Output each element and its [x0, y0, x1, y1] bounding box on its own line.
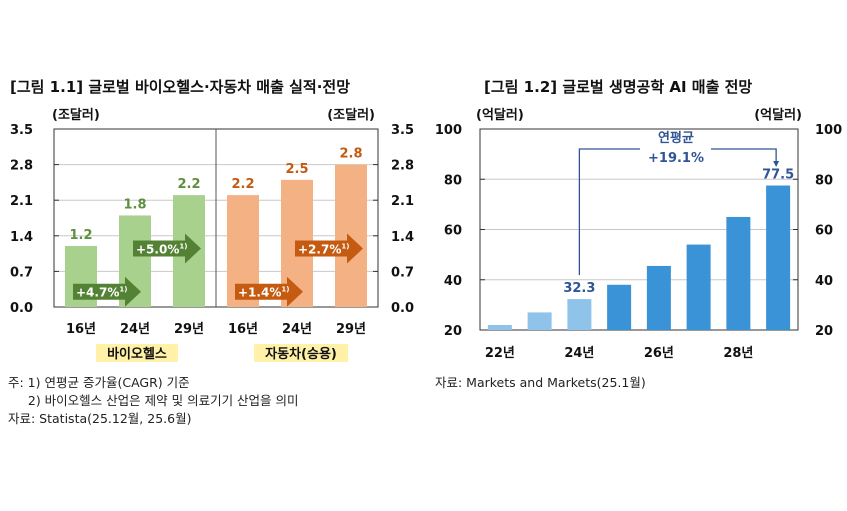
cagr-label: +2.7%1): [298, 243, 349, 257]
cagr-arrow: [295, 233, 363, 264]
data-label: 1.8: [123, 197, 146, 212]
plot-frame: [479, 128, 799, 331]
group-label-bg-bio: [96, 344, 178, 362]
y-tick-label-right: 2.8: [391, 159, 414, 174]
chart-1-unit-left: (조달러): [52, 107, 100, 123]
y-tick-label-left: 0.0: [10, 301, 33, 316]
bar: [607, 284, 632, 330]
y-tick-label-right: 1.4: [391, 230, 414, 245]
chart-2-unit-right: (억달러): [754, 107, 802, 123]
y-tick-label-right: 20: [815, 324, 833, 339]
y-tick-label-right: 100: [815, 123, 842, 138]
x-tick-label: 26년: [644, 346, 674, 361]
chart-1-title: [그림 1.1] 글로벌 바이오헬스·자동차 매출 실적·전망: [10, 78, 350, 96]
x-tick-label: 22년: [485, 346, 515, 361]
x-tick-label: 29년: [336, 322, 366, 337]
note-source-2: 자료: Markets and Markets(25.1월): [435, 375, 646, 390]
x-tick-label: 24년: [564, 346, 594, 361]
x-tick-label: 24년: [120, 322, 150, 337]
x-tick-label: 16년: [66, 322, 96, 337]
group-label-bio: 바이오헬스: [107, 346, 167, 362]
y-tick-label-left: 2.1: [10, 194, 33, 209]
x-tick-label: 16년: [228, 322, 258, 337]
data-label: 1.2: [69, 228, 92, 243]
bar: [766, 185, 791, 330]
y-tick-label-right: 2.1: [391, 194, 414, 209]
cagr-annotation-line2: +19.1%: [648, 151, 704, 166]
bar: [646, 265, 671, 330]
y-tick-label-right: 3.5: [391, 123, 414, 138]
group-label-auto: 자동차(승용): [265, 346, 337, 362]
data-label-start: 32.3: [563, 281, 595, 296]
bar: [726, 216, 751, 330]
bar: [686, 244, 711, 330]
cagr-annotation-line1: 연평균: [658, 130, 694, 146]
cagr-footnote: 1): [179, 243, 187, 251]
y-tick-label-left: 2.8: [10, 159, 33, 174]
x-tick-label: 24년: [282, 322, 312, 337]
cagr-bracket-left: [578, 148, 640, 276]
cagr-label: +5.0%1): [136, 243, 187, 257]
y-tick-label-left: 80: [444, 173, 462, 188]
chart-2-unit-left: (억달러): [476, 107, 524, 123]
chart-1-unit-right: (조달러): [327, 107, 375, 123]
cagr-arrow: [133, 233, 201, 264]
group-label-bg-auto: [254, 344, 348, 362]
x-tick-label: 28년: [723, 346, 753, 361]
cagr-footnote: 1): [341, 243, 349, 251]
y-tick-label-left: 40: [444, 274, 462, 289]
cagr-arrow: [235, 276, 303, 307]
y-tick-label-left: 100: [435, 123, 462, 138]
note-source-1: 자료: Statista(25.12월, 25.6월): [8, 411, 192, 426]
cagr-footnote: 1): [119, 286, 127, 294]
data-label: 2.5: [285, 162, 308, 177]
x-tick-label: 29년: [174, 322, 204, 337]
cagr-bracket-right: [711, 148, 777, 163]
bar: [527, 312, 552, 330]
cagr-footnote: 1): [281, 286, 289, 294]
data-label-end: 77.5: [762, 168, 794, 183]
y-tick-label-left: 0.7: [10, 265, 33, 280]
note-2: 2) 바이오헬스 산업은 제약 및 의료기기 산업을 의미: [8, 393, 299, 408]
cagr-label: +4.7%1): [76, 286, 127, 300]
y-tick-label-left: 1.4: [10, 230, 33, 245]
data-label: 2.8: [339, 147, 362, 162]
cagr-label: +1.4%1): [238, 286, 289, 300]
cagr-arrow: [73, 276, 141, 307]
chart-2-title: [그림 1.2] 글로벌 생명공학 AI 매출 전망: [484, 78, 752, 96]
y-tick-label-right: 80: [815, 173, 833, 188]
bar: [335, 164, 367, 307]
data-label: 2.2: [231, 177, 254, 192]
note-1: 주: 1) 연평균 증가율(CAGR) 기준: [8, 375, 190, 390]
y-tick-label-right: 0.7: [391, 265, 414, 280]
y-tick-label-left: 60: [444, 224, 462, 239]
y-tick-label-right: 40: [815, 274, 833, 289]
data-label: 2.2: [177, 177, 200, 192]
y-tick-label-right: 60: [815, 224, 833, 239]
arrowhead-icon: [773, 161, 780, 167]
bar: [487, 324, 512, 330]
y-tick-label-left: 3.5: [10, 123, 33, 138]
y-tick-label-right: 0.0: [391, 301, 414, 316]
y-tick-label-left: 20: [444, 324, 462, 339]
bar: [567, 299, 592, 330]
